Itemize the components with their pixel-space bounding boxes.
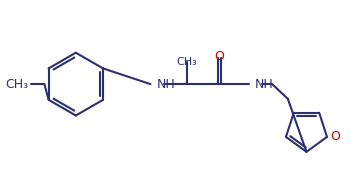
- Text: CH₃: CH₃: [176, 57, 197, 67]
- Text: CH₃: CH₃: [6, 78, 29, 91]
- Text: O: O: [214, 50, 224, 63]
- Text: NH: NH: [255, 78, 273, 91]
- Text: O: O: [330, 130, 340, 143]
- Text: NH: NH: [156, 78, 175, 91]
